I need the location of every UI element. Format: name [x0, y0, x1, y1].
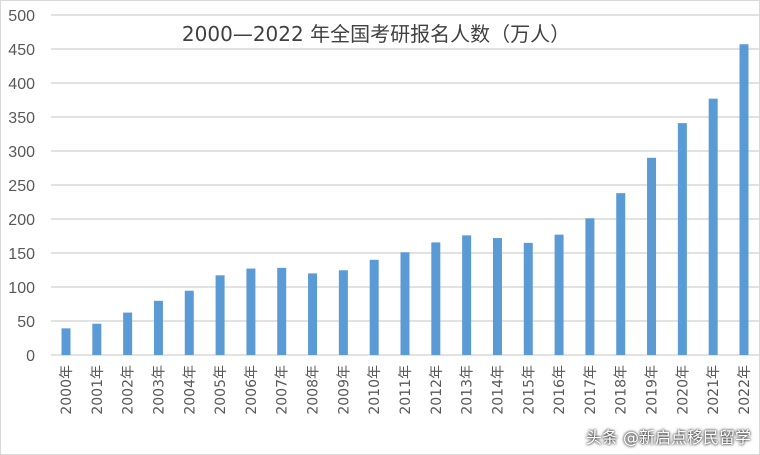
x-tick-label: 2016年: [552, 365, 568, 415]
bar-2010年: [369, 259, 379, 355]
y-tick-label: 300: [8, 144, 35, 161]
bar-2019年: [647, 157, 657, 355]
x-tick-label: 2012年: [429, 365, 445, 415]
y-tick-label: 450: [8, 42, 35, 59]
watermark: 头条 @新启点移民留学: [585, 428, 751, 447]
bar-2009年: [338, 270, 348, 355]
y-tick-label: 200: [8, 212, 35, 229]
chart-title: 2000—2022 年全国考研报名人数（万人）: [182, 22, 570, 46]
y-tick-label: 500: [8, 8, 35, 25]
x-tick-label: 2020年: [675, 365, 691, 415]
bar-2017年: [585, 218, 595, 355]
y-tick-label: 350: [8, 110, 35, 127]
bar-2007年: [277, 267, 287, 355]
x-tick-label: 2005年: [213, 365, 229, 415]
x-tick-label: 2003年: [151, 365, 167, 415]
bar-2004年: [184, 290, 194, 355]
x-tick-label: 2007年: [275, 365, 291, 415]
x-tick-label: 2001年: [90, 365, 106, 415]
x-tick-label: 2019年: [645, 365, 661, 415]
bar-2000年: [61, 328, 71, 355]
y-tick-label: 400: [8, 76, 35, 93]
x-tick-label: 2015年: [521, 365, 537, 415]
x-tick-label: 2017年: [583, 365, 599, 415]
x-tick-label: 2006年: [244, 365, 260, 415]
bar-2006年: [246, 268, 256, 355]
x-tick-label: 2008年: [306, 365, 322, 415]
bar-2018年: [616, 193, 626, 355]
x-tick-label: 2009年: [336, 365, 352, 415]
x-tick-label: 2013年: [460, 365, 476, 415]
x-tick-label: 2002年: [121, 365, 137, 415]
y-tick-label: 100: [8, 280, 35, 297]
bar-2012年: [431, 242, 441, 355]
bar-2022年: [739, 44, 749, 356]
bar-2020年: [677, 123, 687, 356]
x-tick-label: 2010年: [367, 365, 383, 415]
y-tick-label: 150: [8, 246, 35, 263]
x-tick-label: 2021年: [706, 365, 722, 415]
y-tick-label: 50: [17, 314, 35, 331]
bar-2021年: [708, 98, 718, 355]
bar-2014年: [492, 238, 502, 355]
x-tick-label: 2004年: [182, 365, 198, 415]
bar-2008年: [308, 273, 318, 355]
bar-2005年: [215, 275, 225, 355]
x-tick-label: 2018年: [614, 365, 630, 415]
bar-2011年: [400, 252, 410, 355]
x-tick-label: 2022年: [737, 365, 753, 415]
y-tick-label: 0: [26, 348, 35, 365]
bar-2003年: [153, 300, 163, 355]
bar-2016年: [554, 234, 564, 355]
x-tick-label: 2000年: [59, 365, 75, 415]
bar-2013年: [462, 235, 472, 355]
x-tick-label: 2014年: [490, 365, 506, 415]
bar-2001年: [92, 323, 102, 355]
bar-2002年: [123, 312, 133, 355]
x-tick-label: 2011年: [398, 365, 414, 415]
y-tick-label: 250: [8, 178, 35, 195]
bar-2015年: [523, 242, 533, 355]
